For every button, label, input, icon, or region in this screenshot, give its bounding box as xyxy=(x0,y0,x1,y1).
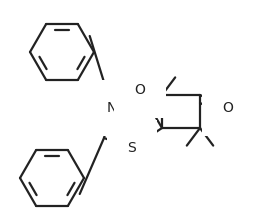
Text: O: O xyxy=(135,83,145,97)
Text: N: N xyxy=(107,101,117,115)
Text: O: O xyxy=(222,101,233,115)
Text: S: S xyxy=(128,141,136,155)
